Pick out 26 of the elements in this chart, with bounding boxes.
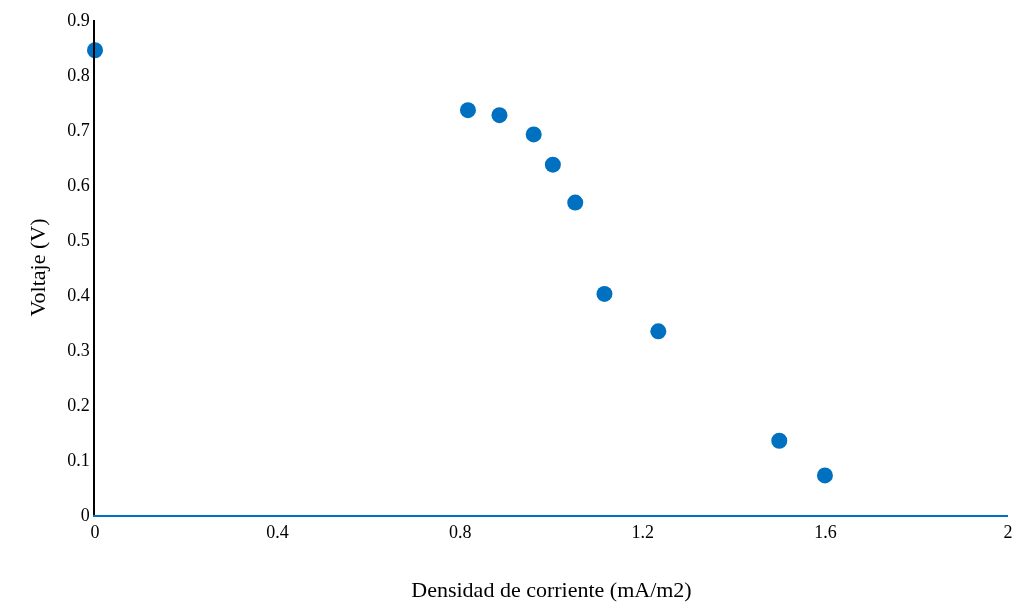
- point: [650, 323, 667, 340]
- y-tick-label: 0: [80, 505, 90, 526]
- x-tick-label: 0.8: [448, 522, 472, 543]
- y-tick-label: 0.3: [67, 340, 90, 361]
- y-tick-label: 0.8: [67, 65, 90, 86]
- point: [596, 285, 613, 302]
- y-tick-label: 0.4: [67, 285, 90, 306]
- point: [491, 107, 508, 124]
- point: [544, 156, 561, 173]
- x-tick-label: 0.4: [266, 522, 289, 543]
- x-axis-title: Densidad de corriente (mA/m2): [411, 576, 692, 602]
- y-tick-label: 0.5: [67, 230, 90, 251]
- y-tick-label: 0.2: [67, 395, 90, 416]
- point: [525, 126, 542, 143]
- x-tick-label: 2: [1003, 522, 1013, 543]
- point: [816, 467, 833, 484]
- y-axis-title: Voltaje (V): [25, 218, 51, 317]
- y-tick-label: 0.6: [67, 175, 90, 196]
- point: [771, 432, 788, 449]
- x-tick-label: 1.2: [631, 522, 655, 543]
- point: [459, 102, 476, 119]
- y-tick-label: 0.9: [67, 10, 90, 31]
- point: [567, 194, 584, 211]
- x-tick-label: 1.6: [814, 522, 837, 543]
- y-tick-label: 0.7: [67, 120, 90, 141]
- y-tick-label: 0.1: [67, 450, 90, 471]
